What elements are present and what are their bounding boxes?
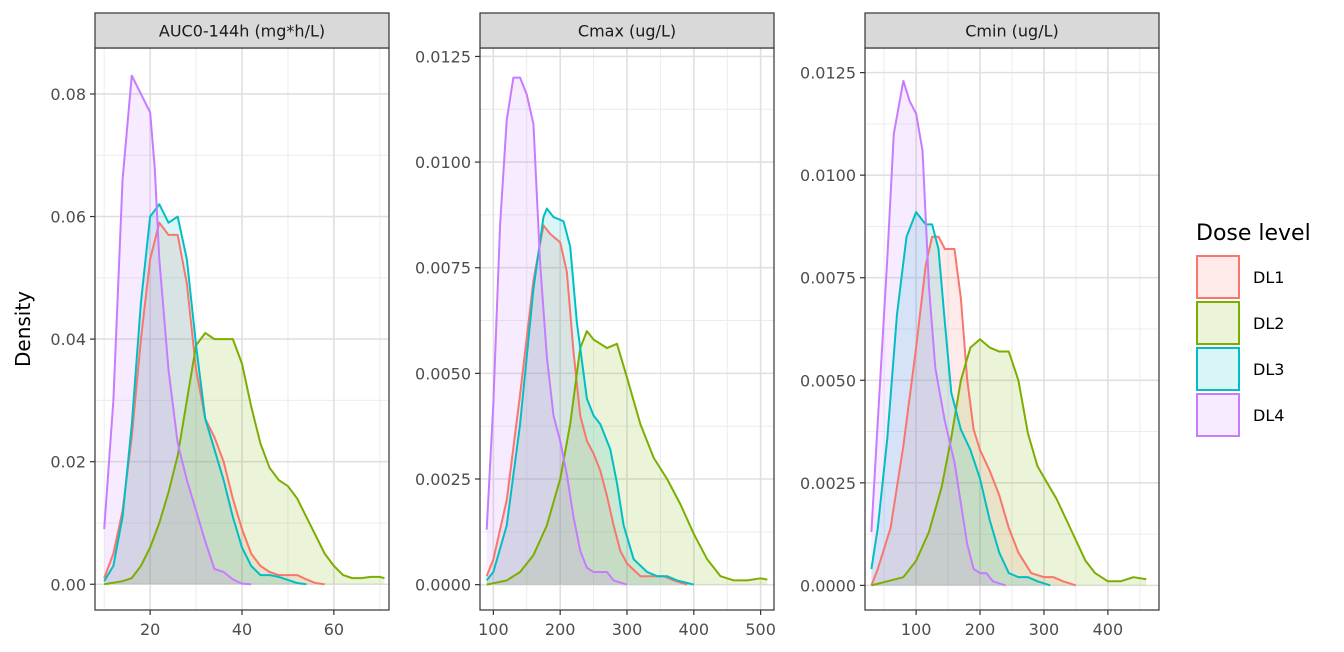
density-area-dl4 — [486, 77, 627, 585]
facet-strip-label: Cmin (ug/L) — [965, 22, 1059, 41]
x-tick-label: 300 — [1029, 620, 1060, 639]
x-tick-label: 60 — [324, 620, 344, 639]
legend-label-dl3: DL3 — [1253, 360, 1284, 379]
density-line-dl3 — [870, 211, 1051, 587]
y-axis-title: Density — [11, 291, 35, 367]
density-line-dl2 — [104, 331, 385, 586]
facet-strip — [864, 12, 1160, 49]
density-area-dl3 — [486, 208, 694, 585]
facet-strip-label: AUC0-144h (mg*h/L) — [159, 22, 325, 41]
facet-strip — [94, 12, 390, 49]
x-tick-label: 400 — [679, 620, 710, 639]
y-tick-label: 0.0125 — [800, 64, 856, 83]
x-tick-label: 200 — [545, 620, 576, 639]
legend: Dose level DL1 DL2 DL3 DL4 — [1196, 221, 1311, 437]
panel-2: Cmax (ug/L) 100 200 300 400 500 0.0000 0.0025 0.… — [415, 12, 776, 639]
facet-strip — [479, 12, 775, 49]
density-line-dl2 — [871, 338, 1147, 587]
facet-strip-label: Cmax (ug/L) — [578, 22, 676, 41]
y-tick-label: 0.0100 — [415, 153, 471, 172]
legend-key-dl4 — [1196, 393, 1240, 437]
density-line-dl3 — [485, 207, 695, 586]
panel-1: AUC0-144h (mg*h/L) 20 40 60 0.00 0.02 0.04 0.06… — [50, 12, 390, 639]
x-tick-label: 300 — [612, 620, 643, 639]
legend-label-dl2: DL2 — [1253, 314, 1284, 333]
y-tick-label: 0.06 — [50, 208, 86, 227]
density-area-dl3 — [871, 212, 1051, 586]
density-area-dl3 — [104, 204, 307, 585]
density-line-dl2 — [486, 330, 768, 586]
density-line-dl3 — [103, 203, 307, 586]
density-area-dl2 — [104, 332, 385, 585]
y-tick-label: 0.0000 — [800, 576, 856, 595]
density-area-dl4 — [104, 75, 252, 585]
x-tick-label: 500 — [745, 620, 776, 639]
x-tick-label: 20 — [140, 620, 160, 639]
y-tick-label: 0.0075 — [800, 269, 856, 288]
panel-3: Cmin (ug/L) 100 200 300 400 0.0000 0.0025 0.005… — [800, 12, 1160, 639]
density-area-dl2 — [871, 339, 1147, 586]
density-line-dl4 — [485, 76, 628, 586]
density-line-dl4 — [103, 74, 252, 586]
y-tick-label: 0.0050 — [800, 371, 856, 390]
density-line-dl1 — [103, 221, 325, 586]
x-tick-label: 400 — [1093, 620, 1124, 639]
x-tick-label: 100 — [478, 620, 509, 639]
y-tick-label: 0.0000 — [415, 576, 471, 595]
x-tick-label: 100 — [901, 620, 932, 639]
y-tick-label: 0.0125 — [415, 47, 471, 66]
y-tick-label: 0.04 — [50, 330, 86, 349]
y-tick-label: 0.00 — [50, 575, 86, 594]
density-area-dl2 — [486, 331, 768, 585]
legend-key-dl3 — [1196, 347, 1240, 391]
density-line-dl1 — [485, 224, 688, 586]
density-area-dl1 — [104, 222, 325, 585]
x-tick-label: 40 — [232, 620, 252, 639]
legend-key-dl1 — [1196, 255, 1240, 299]
y-tick-label: 0.08 — [50, 85, 86, 104]
density-area-dl1 — [486, 225, 688, 585]
density-line-dl1 — [870, 235, 1077, 587]
y-tick-label: 0.0050 — [415, 364, 471, 383]
y-tick-label: 0.0025 — [415, 470, 471, 489]
density-area-dl1 — [871, 236, 1076, 586]
y-tick-label: 0.02 — [50, 453, 86, 472]
density-area-dl4 — [871, 80, 1006, 586]
density-line-dl4 — [870, 79, 1006, 587]
y-tick-label: 0.0075 — [415, 259, 471, 278]
legend-label-dl4: DL4 — [1253, 406, 1284, 425]
legend-key-dl2 — [1196, 301, 1240, 345]
y-tick-label: 0.0025 — [800, 474, 856, 493]
y-tick-label: 0.0100 — [800, 166, 856, 185]
x-tick-label: 200 — [965, 620, 996, 639]
legend-label-dl1: DL1 — [1253, 268, 1284, 287]
legend-title: Dose level — [1196, 221, 1311, 246]
